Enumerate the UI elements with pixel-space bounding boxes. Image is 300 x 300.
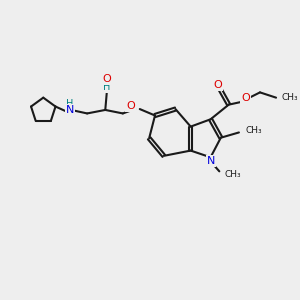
- Text: O: O: [126, 101, 135, 111]
- Text: O: O: [102, 74, 111, 84]
- Text: CH₃: CH₃: [225, 170, 241, 179]
- Text: O: O: [241, 93, 250, 103]
- Text: O: O: [214, 80, 223, 90]
- Text: H: H: [66, 98, 73, 109]
- Text: CH₃: CH₃: [282, 93, 298, 102]
- Text: N: N: [207, 156, 215, 166]
- Text: N: N: [65, 105, 74, 115]
- Text: H: H: [103, 82, 110, 92]
- Text: CH₃: CH₃: [245, 127, 262, 136]
